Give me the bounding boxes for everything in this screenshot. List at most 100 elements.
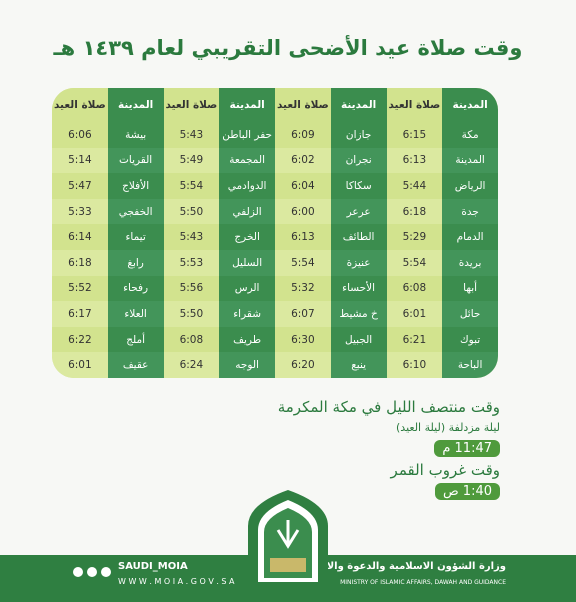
prayer-time: 5:43 <box>163 122 220 148</box>
prayer-time: 5:54 <box>275 249 331 276</box>
city: الأحساء <box>330 275 387 302</box>
city: حفر الباطن <box>219 122 275 148</box>
city: شقراء <box>219 301 275 327</box>
city: جازان <box>330 122 387 148</box>
city: القريات <box>107 147 164 174</box>
ministry-en: MINISTRY OF ISLAMIC AFFAIRS, DAWAH AND G… <box>340 579 506 586</box>
city: عنيزة <box>330 249 387 276</box>
prayer-time: 5:47 <box>52 173 108 199</box>
prayer-time: 5:33 <box>52 198 108 225</box>
city: الزلفي <box>219 198 275 225</box>
column-header: صلاة العيد <box>386 88 443 122</box>
prayer-time: 5:56 <box>163 275 220 302</box>
prayer-time: 5:54 <box>386 249 443 276</box>
city: عقيف <box>107 352 164 378</box>
handle: SAUDI_MOIA <box>118 561 188 572</box>
city: الطائف <box>330 224 387 250</box>
prayer-time: 6:06 <box>52 122 108 148</box>
prayer-time: 6:18 <box>386 198 443 225</box>
city: الوجه <box>219 352 275 378</box>
prayer-time: 5:29 <box>386 224 443 250</box>
table-row: الدمام 5:29 الطائف 6:13 الخرج 5:43 تيماء 6:14 <box>52 224 498 250</box>
prayer-time: 6:17 <box>52 301 108 327</box>
city: مكة <box>442 122 498 148</box>
city: الأفلاج <box>107 173 164 199</box>
city: المدينة <box>442 147 498 174</box>
city: خ مشيط <box>330 301 387 327</box>
prayer-time: 6:15 <box>386 122 443 148</box>
ministry-ar: وزارة الشؤون الاسلامية والدعوة والارشاد <box>302 561 506 572</box>
prayer-table: المدينة صلاة العيد المدينة صلاة العيد المدين… <box>52 88 498 378</box>
table-row: مكة 6:15 جازان 6:09 حفر الباطن 5:43 بيشة 6:06 <box>52 122 498 148</box>
city: الجبيل <box>330 326 387 353</box>
midnight-subtitle: ليلة مزدلفة (ليلة العيد) <box>396 421 500 434</box>
city: بريدة <box>442 249 498 276</box>
table-row: جدة 6:18 عرعر 6:00 الزلفي 5:50 الخفجي 5:33 <box>52 198 498 225</box>
table-row: حائل 6:01 خ مشيط 6:07 شقراء 5:50 العلاء 6:17 <box>52 301 498 327</box>
city: نجران <box>330 147 387 174</box>
prayer-time: 6:01 <box>386 301 443 327</box>
prayer-time: 6:13 <box>386 147 443 174</box>
table-row: المدينة 6:13 نجران 6:02 المجمعة 5:49 القريات 5:… <box>52 147 498 174</box>
column-header: المدينة <box>219 88 275 122</box>
column-header: صلاة العيد <box>275 88 331 122</box>
midnight-time: 11:47 م <box>434 440 500 457</box>
city: تبوك <box>442 326 498 353</box>
prayer-time: 6:21 <box>386 326 443 353</box>
table-row: أبها 6:08 الأحساء 5:32 الرس 5:56 رفحاء 5:52 <box>52 275 498 302</box>
city: الباحة <box>442 352 498 378</box>
table-row: تبوك 6:21 الجبيل 6:30 طريف 6:08 أملج 6:22 <box>52 326 498 353</box>
prayer-time: 6:10 <box>386 352 443 378</box>
city: تيماء <box>107 224 164 250</box>
city: الخرج <box>219 224 275 250</box>
column-header: صلاة العيد <box>163 88 220 122</box>
social-icons <box>73 567 111 577</box>
moonset-time: 1:40 ص <box>434 483 500 500</box>
prayer-time: 6:20 <box>275 352 331 378</box>
city: سكاكا <box>330 173 387 199</box>
prayer-time: 6:00 <box>275 198 331 225</box>
city: أملج <box>107 326 164 353</box>
prayer-time: 6:04 <box>275 173 331 199</box>
prayer-time: 5:43 <box>163 224 220 250</box>
city: بيشة <box>107 122 164 148</box>
prayer-time: 5:49 <box>163 147 220 174</box>
city: العلاء <box>107 301 164 327</box>
table-row: الرياض 5:44 سكاكا 6:04 الدوادمي 5:54 الأفلاج 5:… <box>52 173 498 199</box>
prayer-time: 6:01 <box>52 352 108 378</box>
city: الدمام <box>442 224 498 250</box>
prayer-time: 6:09 <box>275 122 331 148</box>
emblem <box>248 490 328 586</box>
table-panel: المدينة صلاة العيد المدينة صلاة العيد المدين… <box>52 88 498 378</box>
prayer-time: 6:18 <box>52 249 108 276</box>
city: الرس <box>219 275 275 302</box>
prayer-time: 6:02 <box>275 147 331 174</box>
city: الخفجي <box>107 198 164 225</box>
city: الرياض <box>442 173 498 199</box>
prayer-time: 5:50 <box>163 301 220 327</box>
prayer-time: 6:08 <box>163 326 220 353</box>
prayer-time: 6:13 <box>275 224 331 250</box>
column-header: المدينة <box>330 88 387 122</box>
prayer-time: 5:54 <box>163 173 220 199</box>
city: ينبع <box>330 352 387 378</box>
prayer-time: 5:52 <box>52 275 108 302</box>
column-header: المدينة <box>442 88 498 122</box>
city: طريف <box>219 326 275 353</box>
prayer-time: 5:53 <box>163 249 220 276</box>
prayer-time: 6:24 <box>163 352 220 378</box>
prayer-time: 6:08 <box>386 275 443 302</box>
city: أبها <box>442 275 498 302</box>
prayer-time: 6:07 <box>275 301 331 327</box>
prayer-time: 6:30 <box>275 326 331 353</box>
column-header: صلاة العيد <box>52 88 108 122</box>
table-row: الباحة 6:10 ينبع 6:20 الوجه 6:24 عقيف 6:01 <box>52 352 498 378</box>
website: W W W . M O I A . G O V . S A <box>118 577 235 586</box>
title: وقت صلاة عيد الأضحى التقريبي لعام ١٤٣٩ ه… <box>53 36 523 60</box>
midnight-title: وقت منتصف الليل في مكة المكرمة <box>277 398 500 416</box>
city: عرعر <box>330 198 387 225</box>
city: الدوادمي <box>219 173 275 199</box>
prayer-time: 6:14 <box>52 224 108 250</box>
column-header: المدينة <box>107 88 164 122</box>
